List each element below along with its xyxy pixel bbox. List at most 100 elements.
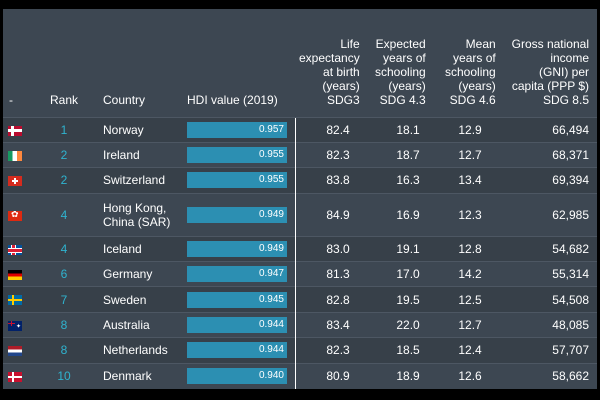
header-life-expectancy: Life expectancy at birth (years) SDG3 bbox=[299, 36, 360, 107]
life-expectancy-cell: 82.3 bbox=[294, 141, 364, 168]
hdi-table-panel: - Rank Country HDI value (2019) Life expe… bbox=[3, 9, 597, 389]
gni-cell: 69,394 bbox=[499, 167, 597, 194]
mean-schooling-cell: 12.3 bbox=[429, 192, 500, 237]
mean-schooling-cell: 12.8 bbox=[429, 235, 500, 262]
flag-cell bbox=[3, 337, 29, 364]
hdi-bar: 0.955 bbox=[187, 172, 287, 189]
hdi-bar: 0.940 bbox=[187, 368, 287, 385]
country-cell: Sweden bbox=[99, 286, 183, 313]
mean-schooling-cell: 12.9 bbox=[429, 116, 500, 143]
flag-cell bbox=[3, 192, 29, 237]
header-rank: Rank bbox=[49, 92, 78, 107]
gni-cell: 54,508 bbox=[499, 286, 597, 313]
life-expectancy-cell: 82.3 bbox=[294, 337, 364, 364]
hdi-value: 0.957 bbox=[258, 123, 284, 135]
norway-flag-icon bbox=[8, 125, 22, 136]
hdi-cell: 0.949 bbox=[183, 235, 295, 262]
australia-flag-icon bbox=[8, 320, 22, 331]
hdi-cell: 0.944 bbox=[183, 311, 295, 338]
rank-cell: 4 bbox=[29, 235, 99, 262]
flag-cell bbox=[3, 235, 29, 262]
rank-cell: 1 bbox=[29, 116, 99, 143]
hdi-bar: 0.955 bbox=[187, 147, 287, 164]
flag-cell bbox=[3, 311, 29, 338]
table-row: 2 Switzerland 0.955 83.8 16.3 13.4 69,394 bbox=[3, 167, 597, 194]
expected-schooling-cell: 16.3 bbox=[363, 167, 430, 194]
hdi-bar: 0.957 bbox=[187, 121, 287, 138]
flag-cell bbox=[3, 362, 29, 389]
denmark-flag-icon bbox=[8, 371, 22, 382]
mean-schooling-cell: 12.5 bbox=[429, 286, 500, 313]
hong-kong-flag-icon bbox=[8, 210, 22, 221]
hdi-bar: 0.944 bbox=[187, 317, 287, 334]
gni-cell: 62,985 bbox=[499, 192, 597, 237]
life-expectancy-cell: 81.3 bbox=[294, 261, 364, 287]
hdi-bar: 0.947 bbox=[187, 266, 287, 283]
table-row: 8 Netherlands 0.944 82.3 18.5 12.4 57,707 bbox=[3, 337, 597, 364]
country-cell: Norway bbox=[99, 116, 183, 143]
mean-schooling-cell: 12.4 bbox=[429, 337, 500, 364]
ireland-flag-icon bbox=[8, 150, 22, 161]
rank-cell: 2 bbox=[29, 141, 99, 168]
hdi-cell: 0.955 bbox=[183, 167, 295, 194]
expected-schooling-cell: 18.1 bbox=[363, 116, 430, 143]
hdi-cell: 0.944 bbox=[183, 337, 295, 364]
hdi-value: 0.949 bbox=[258, 242, 284, 254]
gni-cell: 66,494 bbox=[499, 116, 597, 143]
life-expectancy-cell: 83.0 bbox=[294, 235, 364, 262]
rank-cell: 7 bbox=[29, 286, 99, 313]
sweden-flag-icon bbox=[8, 295, 22, 306]
life-expectancy-cell: 82.4 bbox=[294, 116, 364, 143]
rank-cell: 4 bbox=[29, 192, 99, 237]
hdi-value: 0.945 bbox=[258, 293, 284, 305]
hdi-value: 0.944 bbox=[258, 319, 284, 331]
iceland-flag-icon bbox=[8, 244, 22, 255]
header-flag: - bbox=[9, 92, 13, 107]
table-row: 7 Sweden 0.945 82.8 19.5 12.5 54,508 bbox=[3, 286, 597, 313]
hdi-cell: 0.947 bbox=[183, 261, 295, 287]
hdi-bar: 0.949 bbox=[187, 240, 287, 257]
netherlands-flag-icon bbox=[8, 346, 22, 357]
country-cell: Switzerland bbox=[99, 167, 183, 194]
table-row: 6 Germany 0.947 81.3 17.0 14.2 55,314 bbox=[3, 261, 597, 287]
hdi-cell: 0.955 bbox=[183, 141, 295, 168]
expected-schooling-cell: 22.0 bbox=[363, 311, 430, 338]
hdi-value: 0.940 bbox=[258, 370, 284, 382]
germany-flag-icon bbox=[8, 270, 22, 281]
hdi-value: 0.949 bbox=[258, 208, 284, 220]
hdi-bar: 0.949 bbox=[187, 206, 287, 223]
flag-cell bbox=[3, 141, 29, 168]
gni-cell: 55,314 bbox=[499, 261, 597, 287]
hdi-cell: 0.949 bbox=[183, 192, 295, 237]
table-row: 1 Norway 0.957 82.4 18.1 12.9 66,494 bbox=[3, 116, 597, 143]
flag-cell bbox=[3, 286, 29, 313]
gni-cell: 58,662 bbox=[499, 362, 597, 389]
expected-schooling-cell: 16.9 bbox=[363, 192, 430, 237]
expected-schooling-cell: 17.0 bbox=[363, 261, 430, 287]
gni-cell: 48,085 bbox=[499, 311, 597, 338]
mean-schooling-cell: 12.7 bbox=[429, 311, 500, 338]
rank-cell: 2 bbox=[29, 167, 99, 194]
life-expectancy-cell: 80.9 bbox=[294, 362, 364, 389]
mean-schooling-cell: 14.2 bbox=[429, 261, 500, 287]
hdi-bar: 0.944 bbox=[187, 342, 287, 359]
country-cell: Germany bbox=[99, 261, 183, 287]
mean-schooling-cell: 12.6 bbox=[429, 362, 500, 389]
life-expectancy-cell: 83.4 bbox=[294, 311, 364, 338]
table-row: 4 Iceland 0.949 83.0 19.1 12.8 54,682 bbox=[3, 235, 597, 262]
expected-schooling-cell: 18.9 bbox=[363, 362, 430, 389]
expected-schooling-cell: 18.5 bbox=[363, 337, 430, 364]
switzerland-flag-icon bbox=[8, 176, 22, 187]
country-cell: Netherlands bbox=[99, 337, 183, 364]
mean-schooling-cell: 13.4 bbox=[429, 167, 500, 194]
gni-cell: 57,707 bbox=[499, 337, 597, 364]
table-header-row: - Rank Country HDI value (2019) Life expe… bbox=[3, 23, 597, 117]
life-expectancy-cell: 83.8 bbox=[294, 167, 364, 194]
gni-cell: 54,682 bbox=[499, 235, 597, 262]
header-country: Country bbox=[103, 92, 146, 107]
hdi-bar: 0.945 bbox=[187, 291, 287, 308]
country-cell: Australia bbox=[99, 311, 183, 338]
header-gni: Gross national income (GNI) per capita (P… bbox=[511, 36, 589, 107]
